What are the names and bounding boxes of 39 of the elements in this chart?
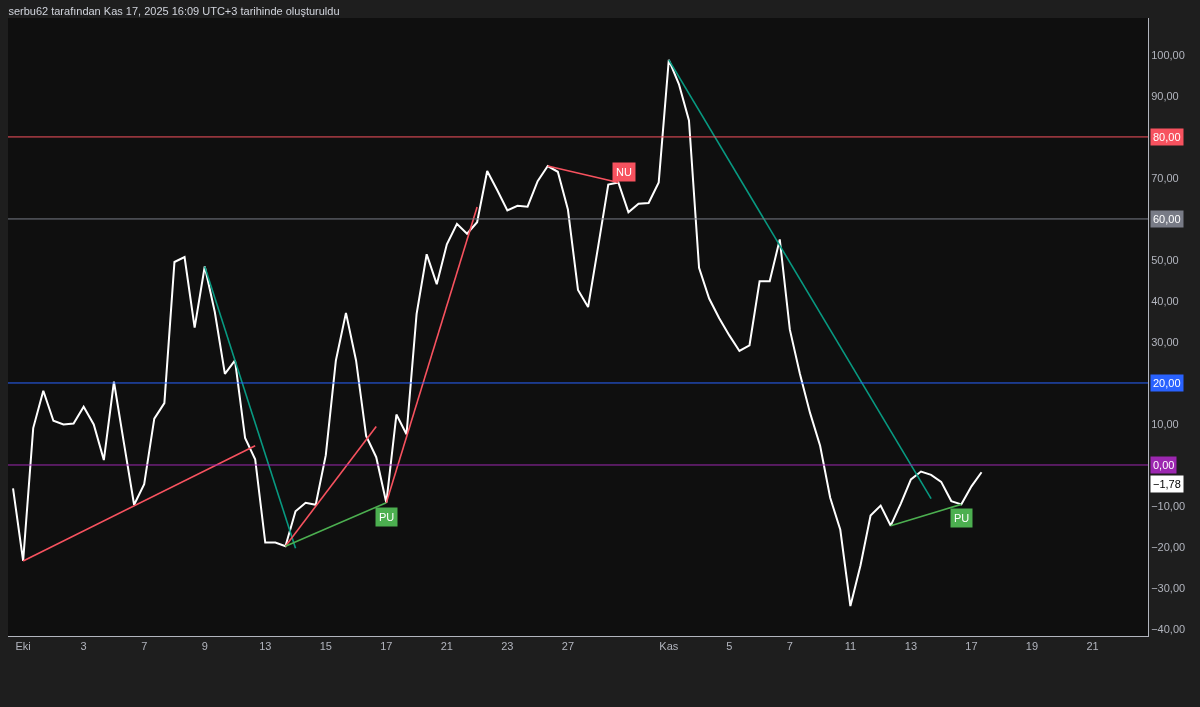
y-tick-label: 90,00 <box>1151 89 1179 102</box>
x-tick-label: 21 <box>440 640 453 653</box>
y-tick-label: −20,00 <box>1151 540 1186 553</box>
x-tick-label: 7 <box>141 640 148 653</box>
y-tick-label: 100,00 <box>1151 48 1185 61</box>
x-tick-label: 5 <box>726 640 733 653</box>
x-tick-label: 13 <box>904 640 918 653</box>
chart-title: serbu62 tarafından Kas 17, 2025 16:09 UTC+3 tarihinde oluşturuldu <box>8 4 340 17</box>
x-tick-label: 27 <box>561 640 575 653</box>
y-tick-label: 70,00 <box>1151 171 1179 184</box>
series-label: NU <box>616 166 632 178</box>
x-tick-label: Kas <box>659 640 679 653</box>
y-tick-label: 40,00 <box>1151 294 1179 307</box>
line-series <box>12 58 983 608</box>
x-tick-label: 17 <box>965 640 978 653</box>
x-tick-label: 13 <box>259 640 272 653</box>
ref-line-label: 60,00 <box>1153 213 1181 225</box>
x-tick-label: 11 <box>844 640 857 653</box>
y-tick-label: 50,00 <box>1151 253 1179 266</box>
ref-line-label: 0,00 <box>1153 459 1175 471</box>
x-tick-label: 21 <box>1086 640 1099 653</box>
x-tick-label: 23 <box>501 640 514 653</box>
y-tick-label: 30,00 <box>1151 335 1179 348</box>
x-tick-label: 9 <box>201 640 208 653</box>
x-tick-label: 3 <box>80 640 87 653</box>
y-tick-label: −10,00 <box>1151 499 1186 512</box>
x-tick-label: Eki <box>15 640 31 653</box>
text: −1,78 <box>1153 478 1181 490</box>
y-tick-label: 10,00 <box>1151 417 1179 430</box>
series-label: PU <box>379 511 395 523</box>
series-label: PU <box>954 512 970 524</box>
ref-line-label: 20,00 <box>1153 377 1181 389</box>
x-tick-label: 17 <box>380 640 393 653</box>
x-tick-label: 15 <box>319 640 332 653</box>
y-tick-label: −40,00 <box>1151 622 1186 635</box>
ref-line-label: 80,00 <box>1153 131 1181 143</box>
x-tick-label: 19 <box>1025 640 1039 653</box>
x-tick-label: 7 <box>786 640 793 653</box>
y-tick-label: −30,00 <box>1151 581 1186 594</box>
